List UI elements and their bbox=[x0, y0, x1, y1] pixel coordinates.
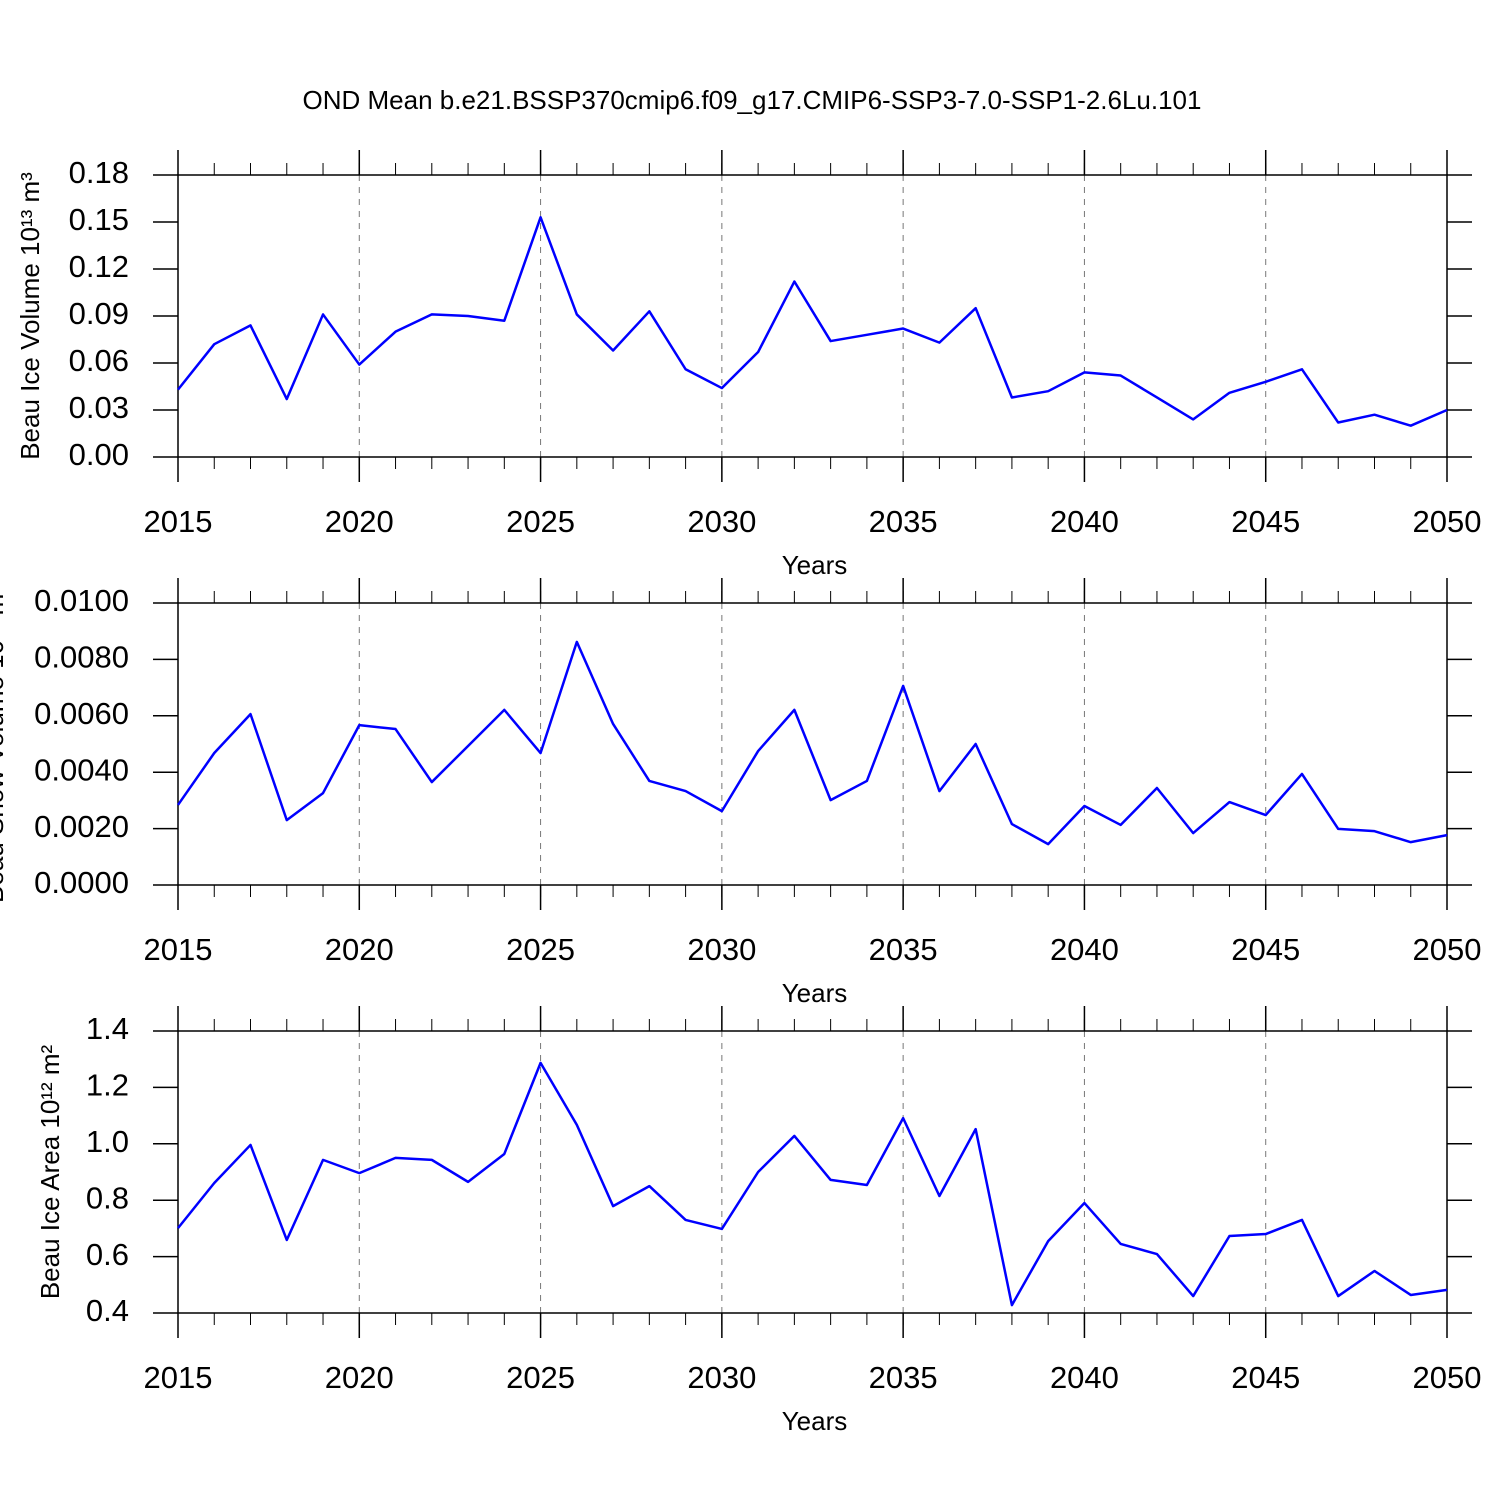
data-line bbox=[177, 1061, 1448, 1307]
x-tick-label: 2040 bbox=[1050, 1360, 1119, 1395]
y-axis-title: Beau Snow Volume 10¹³ m³ bbox=[0, 585, 9, 903]
y-tick-label: 0.0000 bbox=[34, 865, 129, 900]
x-tick-label: 2040 bbox=[1050, 504, 1119, 539]
y-tick-label: 0.0080 bbox=[34, 640, 129, 675]
x-tick-label: 2020 bbox=[325, 504, 394, 539]
plot-frame bbox=[177, 1030, 1448, 1314]
y-tick-label: 0.0040 bbox=[34, 752, 129, 787]
x-tick-label: 2035 bbox=[869, 932, 938, 967]
x-tick-label: 2035 bbox=[869, 504, 938, 539]
x-axis-title: Years bbox=[782, 1406, 848, 1436]
x-tick-label: 2050 bbox=[1413, 932, 1482, 967]
data-line bbox=[176, 640, 1448, 846]
data-line bbox=[177, 216, 1448, 427]
x-tick-label: 2045 bbox=[1231, 932, 1300, 967]
panel: 2015 2020 2025 2030 2035 2040 2045 2050 0.0000 0.… bbox=[0, 578, 1481, 1008]
x-tick-label: 2050 bbox=[1413, 504, 1482, 539]
y-axis-title: Beau Ice Area 10¹² m² bbox=[35, 1044, 65, 1299]
y-tick-label: 0.0100 bbox=[34, 583, 129, 618]
x-axis-title: Years bbox=[782, 978, 848, 1008]
y-tick-label: 0.0060 bbox=[34, 696, 129, 731]
x-tick-label: 2030 bbox=[687, 932, 756, 967]
x-tick-label: 2025 bbox=[506, 504, 575, 539]
x-tick-label: 2020 bbox=[325, 932, 394, 967]
y-tick-label: 0.18 bbox=[69, 155, 129, 190]
y-tick-label: 0.6 bbox=[86, 1237, 129, 1272]
chart-title: OND Mean b.e21.BSSP370cmip6.f09_g17.CMIP… bbox=[303, 85, 1202, 115]
panel: 2015 2020 2025 2030 2035 2040 2045 2050 0.00 0.03… bbox=[15, 150, 1482, 580]
x-tick-label: 2015 bbox=[144, 1360, 213, 1395]
y-tick-label: 1.4 bbox=[86, 1011, 129, 1046]
x-tick-label: 2045 bbox=[1231, 504, 1300, 539]
y-tick-label: 0.03 bbox=[69, 390, 129, 425]
x-tick-label: 2025 bbox=[506, 1360, 575, 1395]
y-tick-label: 0.8 bbox=[86, 1180, 129, 1215]
y-tick-label: 1.2 bbox=[86, 1068, 129, 1103]
x-tick-label: 2015 bbox=[144, 932, 213, 967]
plot-frame bbox=[177, 602, 1448, 886]
y-tick-label: 0.06 bbox=[69, 343, 129, 378]
x-tick-label: 2050 bbox=[1413, 1360, 1482, 1395]
plot-frame bbox=[177, 174, 1448, 458]
y-tick-label: 0.00 bbox=[69, 437, 129, 472]
y-tick-label: 0.09 bbox=[69, 296, 129, 331]
x-tick-label: 2030 bbox=[687, 1360, 756, 1395]
y-tick-label: 0.12 bbox=[69, 249, 129, 284]
x-tick-label: 2020 bbox=[325, 1360, 394, 1395]
y-tick-label: 1.0 bbox=[86, 1124, 129, 1159]
x-tick-label: 2030 bbox=[687, 504, 756, 539]
x-axis-title: Years bbox=[782, 550, 848, 580]
x-tick-label: 2045 bbox=[1231, 1360, 1300, 1395]
x-tick-label: 2040 bbox=[1050, 932, 1119, 967]
y-tick-label: 0.4 bbox=[86, 1293, 129, 1328]
y-axis-title: Beau Ice Volume 10¹³ m³ bbox=[15, 172, 45, 460]
x-tick-label: 2025 bbox=[506, 932, 575, 967]
x-tick-label: 2035 bbox=[869, 1360, 938, 1395]
y-tick-label: 0.0020 bbox=[34, 809, 129, 844]
panel: 2015 2020 2025 2030 2035 2040 2045 2050 0.4 0.6 0.… bbox=[35, 1006, 1482, 1436]
x-tick-label: 2015 bbox=[144, 504, 213, 539]
y-tick-label: 0.15 bbox=[69, 202, 129, 237]
